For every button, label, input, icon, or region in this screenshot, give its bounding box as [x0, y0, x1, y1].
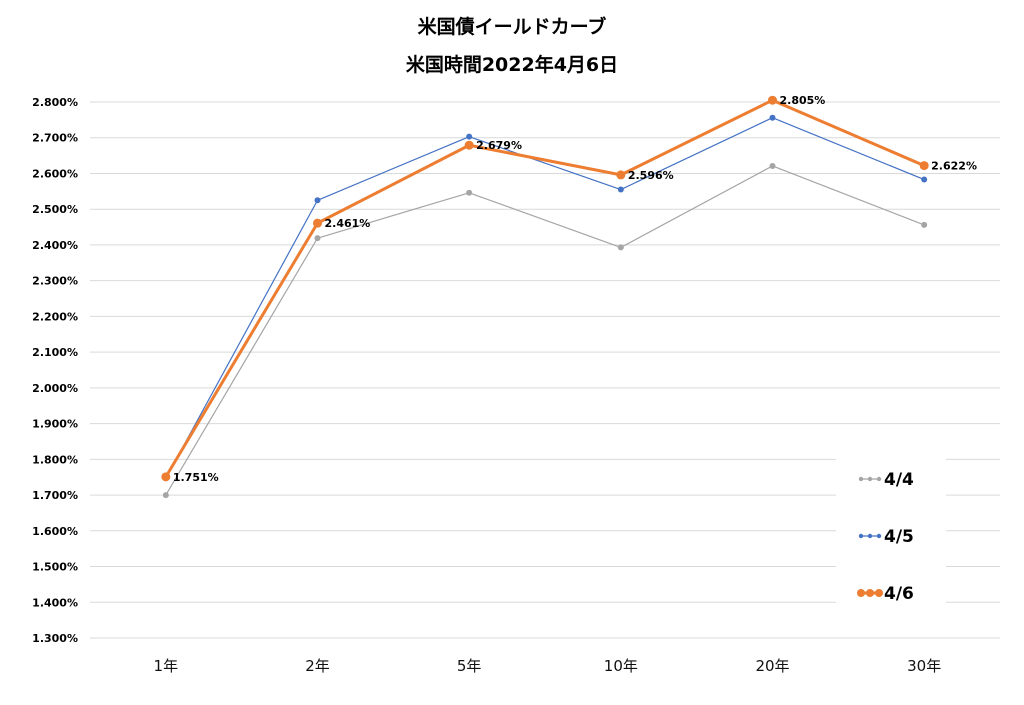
y-tick-label: 1.800%	[32, 453, 78, 466]
data-point	[466, 133, 473, 140]
legend-marker	[867, 476, 873, 482]
legend-label: 4/5	[884, 527, 914, 547]
y-tick-label: 2.700%	[32, 132, 78, 145]
y-tick-label: 2.100%	[32, 346, 78, 359]
data-point	[161, 472, 171, 482]
data-point	[314, 197, 321, 204]
data-point	[921, 176, 928, 183]
x-tick-label: 5年	[457, 657, 482, 675]
chart-subtitle: 米国時間2022年4月6日	[405, 54, 619, 76]
y-tick-label: 1.700%	[32, 489, 78, 502]
legend-marker	[858, 476, 864, 482]
data-label: 2.622%	[931, 160, 977, 173]
series-line-4/6	[164, 98, 925, 478]
y-tick-label: 1.900%	[32, 418, 78, 431]
data-point	[617, 186, 624, 193]
legend-label: 4/6	[884, 584, 914, 604]
data-point	[616, 170, 626, 180]
data-point	[921, 221, 928, 228]
data-point	[769, 162, 776, 169]
y-tick-label: 2.500%	[32, 203, 78, 216]
chart-title: 米国債イールドカーブ	[417, 16, 607, 38]
data-label: 2.679%	[476, 139, 522, 152]
data-label: 2.596%	[628, 169, 674, 182]
legend-marker	[876, 476, 882, 482]
y-tick-label: 1.400%	[32, 596, 78, 609]
y-tick-label: 1.300%	[32, 632, 78, 645]
data-point	[314, 235, 321, 242]
y-tick-label: 2.400%	[32, 239, 78, 252]
y-tick-label: 2.600%	[32, 167, 78, 180]
data-point	[466, 189, 473, 196]
x-tick-label: 20年	[755, 657, 789, 675]
series-line-4/5	[165, 117, 925, 479]
data-point	[919, 161, 929, 171]
y-tick-label: 2.800%	[32, 96, 78, 109]
data-point	[617, 244, 624, 251]
data-point	[313, 218, 322, 228]
legend-marker	[858, 533, 864, 539]
legend-marker	[875, 589, 883, 597]
y-tick-label: 2.000%	[32, 382, 78, 395]
x-tick-label: 2年	[305, 657, 330, 675]
data-point	[769, 114, 776, 121]
legend-label: 4/4	[884, 470, 914, 490]
data-label: 2.461%	[325, 217, 371, 230]
y-tick-label: 1.500%	[32, 561, 78, 574]
data-label: 2.805%	[780, 94, 826, 107]
data-point	[162, 492, 169, 499]
series-line-4/4	[165, 165, 925, 496]
x-tick-label: 1年	[154, 657, 179, 675]
y-tick-label: 2.200%	[32, 310, 78, 323]
data-label: 1.751%	[173, 471, 219, 484]
legend-marker	[857, 589, 865, 597]
x-tick-label: 10年	[604, 657, 638, 675]
y-tick-label: 2.300%	[32, 275, 78, 288]
legend-box	[836, 458, 946, 608]
legend-marker	[867, 533, 873, 539]
data-point	[768, 95, 777, 105]
legend-marker	[866, 589, 874, 597]
legend-marker	[876, 533, 882, 539]
x-tick-label: 30年	[907, 657, 941, 675]
y-tick-label: 1.600%	[32, 525, 78, 538]
data-point	[464, 140, 474, 150]
